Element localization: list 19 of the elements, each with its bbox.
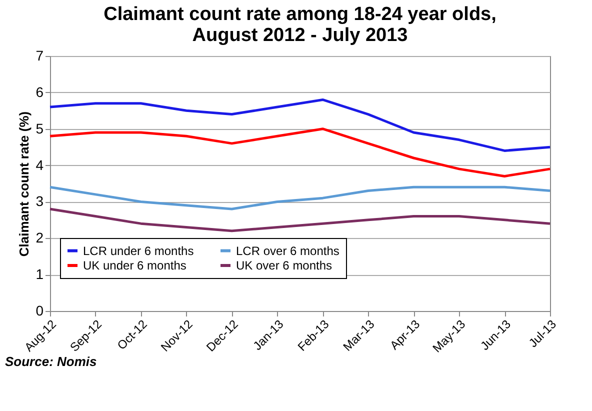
line-series [48,98,552,152]
y-tick-label: 3 [36,193,44,210]
y-tick-label: 0 [36,302,44,318]
y-tick-label: 2 [36,230,44,246]
line-series [48,186,552,210]
y-tick-label: 4 [36,156,44,173]
line-series [48,128,552,178]
y-tick-label: 5 [36,120,44,136]
y-tick-label: 7 [36,48,44,64]
chart-title: Claimant count rate among 18-24 year olds, August 2012 - July 2013 [104,4,496,46]
legend-label: LCR under 6 months [83,244,194,258]
legend-label: UK over 6 months [236,258,332,272]
legend-label: UK under 6 months [83,258,186,272]
y-tick-label: 1 [36,266,44,282]
line-series [48,208,552,232]
y-axis-title: Claimant count rate (%) [16,111,32,257]
legend-label: LCR over 6 months [236,244,340,258]
y-tick-label: 6 [36,84,44,100]
source-note: Source: Nomis [5,354,97,369]
